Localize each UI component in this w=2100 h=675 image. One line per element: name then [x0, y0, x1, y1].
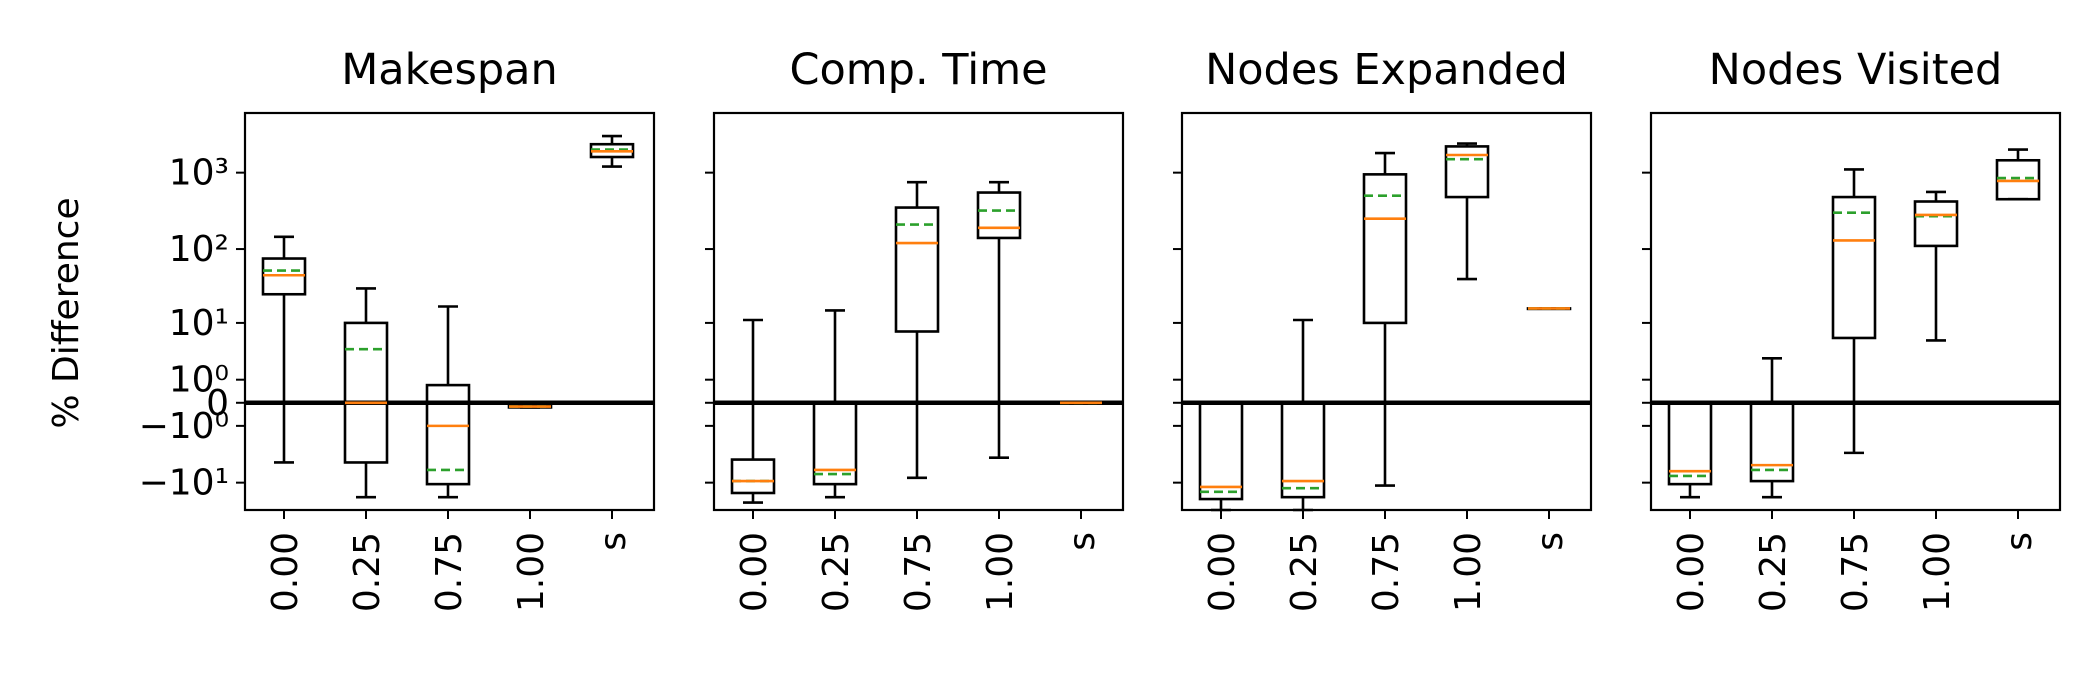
y-tick-label: 10⁰ [169, 360, 229, 401]
box-0.00 [1198, 401, 1244, 512]
y-tick-label: 10¹ [169, 303, 229, 344]
x-tick-label: 1.00 [511, 532, 552, 612]
x-tick-label: 0.25 [1284, 532, 1325, 612]
box-iqr [1198, 401, 1244, 501]
x-tick-label: 0.25 [1753, 532, 1794, 612]
x-tick-label: 0.00 [265, 532, 306, 612]
panel-4: Nodes Visited 0.00 0.25 0.75 1.00 s [1642, 45, 2062, 612]
y-tick-label: 0 [206, 383, 229, 424]
box-iqr [812, 401, 858, 486]
panel-title: Makespan [341, 45, 558, 95]
x-tick-label: 0.00 [1671, 532, 1712, 612]
box-0.75 [1362, 151, 1408, 487]
x-tick-label: 0.75 [1366, 532, 1407, 612]
box-iqr [1444, 145, 1490, 199]
box-iqr [343, 321, 389, 464]
axes-frame [1649, 111, 2062, 512]
box-0.75 [425, 305, 471, 499]
axes-frame [712, 111, 1125, 512]
box-iqr [1280, 401, 1326, 499]
x-tick-label: s [593, 532, 634, 551]
box-1.00 [1913, 190, 1959, 342]
box-iqr [976, 191, 1022, 240]
box-0.75 [1831, 168, 1877, 455]
y-axis-label: % Difference [46, 197, 87, 428]
x-tick-label: 0.00 [734, 532, 775, 612]
box-0.00 [261, 235, 307, 464]
x-tick-label: 0.25 [347, 532, 388, 612]
box-0.25 [1749, 357, 1795, 499]
axes-frame [243, 111, 656, 512]
x-tick-label: 0.00 [1202, 532, 1243, 612]
panel-title: Nodes Expanded [1205, 45, 1568, 95]
panel-title: Comp. Time [789, 45, 1047, 95]
box-s [1526, 307, 1572, 311]
box-0.25 [343, 287, 389, 499]
box-iqr [425, 383, 471, 486]
box-iqr [1749, 401, 1795, 483]
x-tick-label: s [1062, 532, 1103, 551]
box-1.00 [976, 180, 1022, 459]
box-0.00 [1667, 401, 1713, 499]
y-tick-label: −10¹ [139, 463, 229, 504]
x-tick-label: 1.00 [1448, 532, 1489, 612]
x-tick-label: 0.75 [429, 532, 470, 612]
box-0.75 [894, 180, 940, 480]
box-s [1058, 401, 1104, 405]
box-0.25 [1280, 318, 1326, 512]
panel-2: Comp. Time 0.00 0.25 0.75 1.00 s [705, 45, 1125, 612]
y-tick-label: 10² [169, 229, 229, 270]
y-tick-label: 10³ [169, 153, 229, 194]
box-iqr [1831, 195, 1877, 340]
box-0.25 [812, 309, 858, 499]
box-iqr [1913, 200, 1959, 248]
panel-title: Nodes Visited [1709, 45, 2003, 95]
x-tick-label: 0.25 [816, 532, 857, 612]
x-tick-label: s [1530, 532, 1571, 551]
y-tick-label: −10⁰ [139, 406, 229, 447]
box-iqr [730, 458, 776, 495]
box-1.00 [507, 404, 553, 409]
x-tick-label: 0.75 [1835, 532, 1876, 612]
box-s [589, 134, 635, 168]
x-tick-label: s [1999, 532, 2040, 551]
box-s [1995, 148, 2041, 201]
box-iqr [1667, 401, 1713, 486]
box-iqr [894, 206, 940, 333]
axes-frame [1180, 111, 1593, 512]
box-1.00 [1444, 142, 1490, 281]
panel-3: Nodes Expanded 0.00 0.25 0.75 1.00 s [1173, 45, 1593, 612]
x-tick-label: 1.00 [980, 532, 1021, 612]
box-0.00 [730, 318, 776, 504]
box-iqr [1362, 173, 1408, 325]
x-tick-label: 1.00 [1917, 532, 1958, 612]
x-tick-label: 0.75 [898, 532, 939, 612]
